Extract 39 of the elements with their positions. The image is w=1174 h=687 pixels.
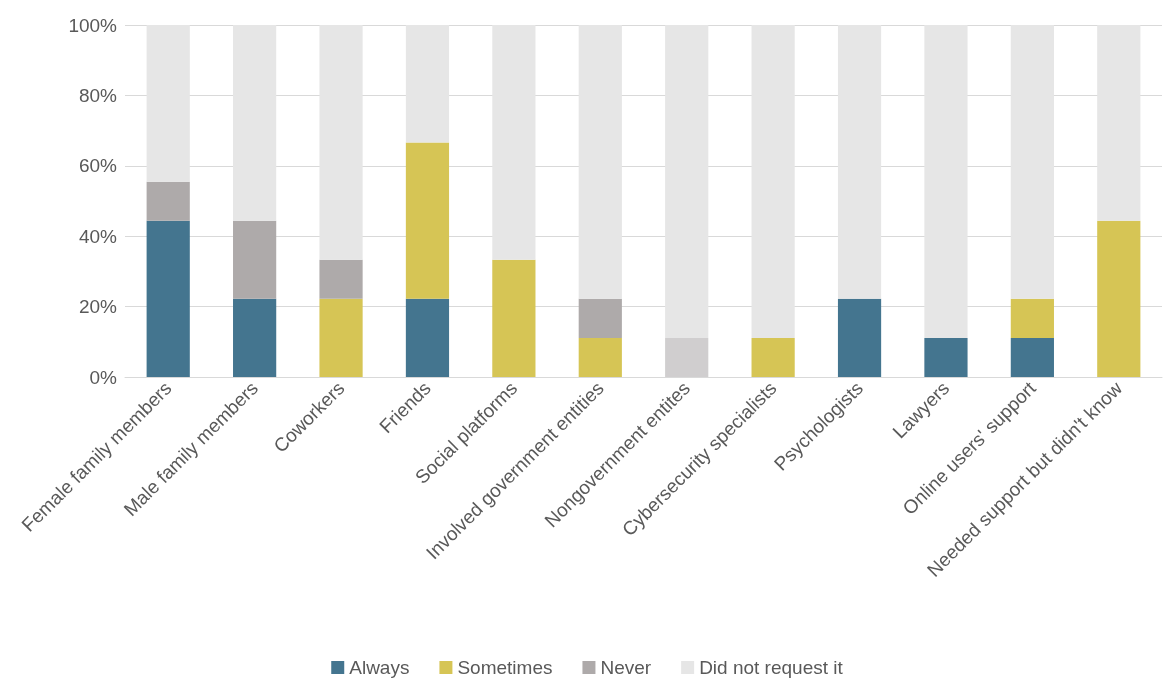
bar bbox=[1010, 298, 1054, 338]
bar bbox=[233, 220, 277, 299]
bar bbox=[405, 142, 450, 299]
y-tick-label: 100% bbox=[68, 14, 118, 36]
bar bbox=[146, 181, 190, 221]
bar bbox=[233, 298, 277, 377]
bar bbox=[319, 298, 363, 377]
bar bbox=[319, 25, 363, 260]
bar bbox=[837, 298, 882, 377]
bar bbox=[146, 220, 190, 377]
bar bbox=[578, 25, 622, 299]
bar bbox=[837, 25, 882, 299]
bar bbox=[1097, 25, 1141, 221]
legend-label: Never bbox=[600, 657, 652, 678]
bar bbox=[319, 259, 363, 299]
bar bbox=[492, 25, 536, 260]
legend-label: Always bbox=[349, 657, 410, 678]
bar bbox=[751, 337, 795, 377]
bar bbox=[1010, 25, 1054, 299]
y-tick-label: 80% bbox=[78, 84, 118, 106]
bar bbox=[492, 259, 536, 377]
bar bbox=[751, 25, 795, 338]
bar bbox=[665, 25, 709, 338]
y-tick-label: 20% bbox=[78, 296, 118, 318]
bar bbox=[1010, 337, 1054, 377]
bar bbox=[924, 337, 968, 377]
bar bbox=[233, 25, 277, 221]
legend-label: Did not request it bbox=[699, 657, 844, 678]
bar bbox=[405, 25, 450, 143]
bar bbox=[146, 25, 190, 182]
bar bbox=[578, 298, 622, 338]
bar bbox=[578, 337, 622, 377]
legend-label: Sometimes bbox=[457, 657, 553, 678]
bar bbox=[405, 298, 450, 377]
bar bbox=[1097, 220, 1141, 377]
y-tick-label: 60% bbox=[78, 155, 118, 177]
y-tick-label: 40% bbox=[78, 225, 118, 247]
bar bbox=[924, 25, 968, 338]
y-tick-label: 0% bbox=[89, 366, 118, 388]
